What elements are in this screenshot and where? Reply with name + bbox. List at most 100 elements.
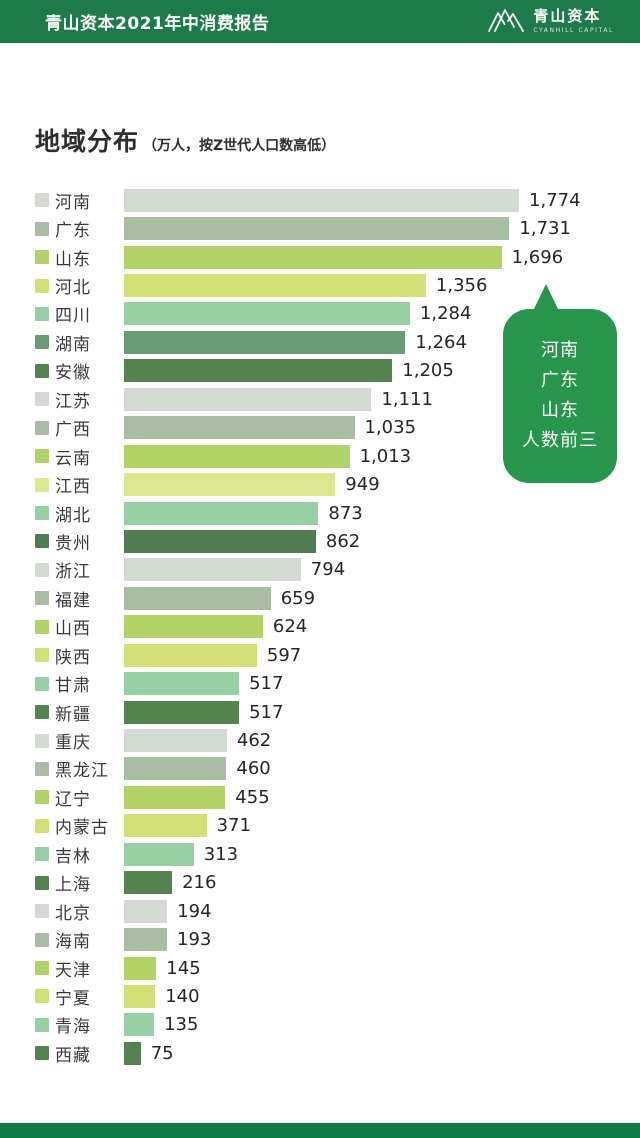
legend-swatch [35,193,49,208]
brand-logo: 青山资本 CYANHILL CAPITAL [487,7,614,37]
value-label: 1,356 [435,275,488,297]
value-label: 135 [164,1014,199,1036]
category-label: 江苏 [55,391,91,412]
legend-swatch [35,591,49,606]
chart-row: 上海 216 [0,869,640,897]
category-label: 贵州 [55,533,91,554]
category-label: 上海 [55,875,91,896]
value-label: 624 [272,616,308,638]
chart-row: 广东 1,731 [0,214,640,242]
section-title-row: 地域分布 （万人，按Z世代人口数高低） [35,122,335,158]
value-label: 794 [310,559,346,581]
bar [124,274,426,298]
chart-row: 重庆 462 [0,726,640,754]
legend-swatch [35,818,49,833]
legend-swatch [35,363,49,378]
value-label: 1,696 [511,246,564,268]
bar [124,984,156,1008]
chart-row: 青海 135 [0,1011,640,1039]
value-label: 1,774 [529,189,581,211]
brand-name-en: CYANHILL CAPITAL [533,27,614,34]
category-label: 广东 [55,221,91,242]
legend-swatch [35,847,49,862]
legend-swatch [35,961,49,976]
legend-swatch [35,534,49,549]
chart-row: 甘肃 517 [0,669,640,697]
category-label: 四川 [55,306,91,327]
bar [124,814,207,838]
value-label: 1,205 [402,360,454,382]
bar [124,416,355,440]
bar [124,1013,155,1037]
bar [124,700,240,724]
legend-swatch [35,932,49,947]
chart-row: 天津 145 [0,954,640,982]
chart-row: 湖北 873 [0,499,640,527]
legend-swatch [35,705,49,720]
category-label: 甘肃 [55,676,91,697]
bar [124,387,372,411]
category-label: 云南 [55,448,91,469]
legend-swatch [35,790,49,805]
category-label: 河南 [55,192,91,213]
chart-row: 山东 1,696 [0,243,640,271]
category-label: 海南 [55,932,91,953]
category-label: 新疆 [55,704,91,725]
value-label: 1,013 [359,445,412,467]
legend-swatch [35,761,49,776]
legend-swatch [35,506,49,521]
top3-callout: 河南 广东 山东 人数前三 [503,309,617,483]
value-label: 140 [165,985,200,1007]
bar [124,757,227,781]
bar [124,245,502,269]
chart-row: 浙江 794 [0,556,640,584]
page-subtitle: （万人，按Z世代人口数高低） [143,138,336,154]
legend-swatch [35,449,49,464]
category-label: 吉林 [55,846,91,867]
category-label: 青海 [55,1017,91,1038]
bar [124,871,173,895]
chart-row: 吉林 313 [0,840,640,868]
category-label: 江西 [55,477,91,498]
category-label: 浙江 [55,562,91,583]
callout-line: 山东 [541,400,579,421]
value-label: 455 [235,786,270,808]
category-label: 北京 [55,903,91,924]
legend-swatch [35,648,49,663]
bar [124,188,519,212]
bar [124,444,350,468]
value-label: 371 [216,815,251,837]
header-title: 青山资本2021年中消费报告 [45,14,270,34]
legend-swatch [35,676,49,691]
value-label: 1,264 [415,331,467,353]
bar [124,643,257,667]
value-label: 873 [328,502,363,524]
legend-swatch [35,1017,49,1032]
legend-swatch [35,733,49,748]
bar [124,558,301,582]
bar [124,586,271,610]
value-label: 145 [166,957,201,979]
chart-row: 宁夏 140 [0,982,640,1010]
value-label: 949 [345,474,380,496]
value-label: 517 [249,673,284,695]
chart-row: 安徽 1,205 [0,357,640,385]
chart-row: 辽宁 455 [0,783,640,811]
category-label: 天津 [55,960,91,981]
chart-row: 四川 1,284 [0,300,640,328]
report-header: 青山资本2021年中消费报告 青山资本 CYANHILL CAPITAL [0,0,640,43]
value-label: 193 [177,929,212,951]
legend-swatch [35,619,49,634]
category-label: 宁夏 [55,988,91,1009]
category-label: 陕西 [55,647,91,668]
legend-swatch [35,989,49,1004]
bar [124,899,168,923]
legend-swatch [35,420,49,435]
page-title: 地域分布 [35,127,140,156]
chart-row: 河北 1,356 [0,271,640,299]
legend-swatch [35,250,49,265]
chart-row: 黑龙江 460 [0,755,640,783]
footer-bar [0,1123,640,1138]
chart-row: 山西 624 [0,613,640,641]
category-label: 湖南 [55,334,91,355]
